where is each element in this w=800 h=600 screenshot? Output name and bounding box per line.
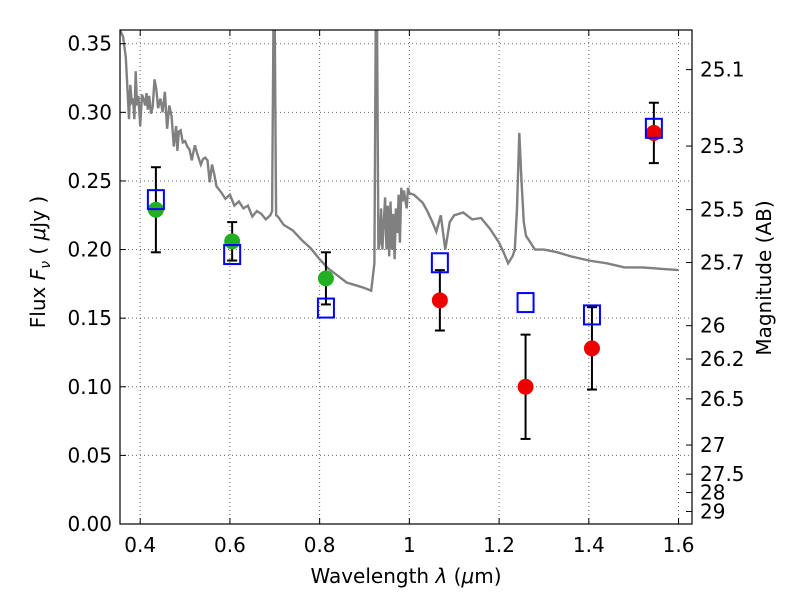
spectrum-line [120, 30, 679, 293]
x-tick-label: 0.6 [214, 533, 246, 557]
green-point [317, 270, 334, 287]
x-tick-label: 0.4 [124, 533, 156, 557]
y2-axis-label: Magnitude (AB) [752, 200, 776, 355]
plot-area [120, 30, 679, 440]
x-tick-label: 1 [403, 533, 416, 557]
y2-tick-label: 28 [700, 481, 725, 505]
y2-tick-label: 27.5 [700, 462, 745, 486]
x-tick-label: 0.8 [304, 533, 336, 557]
y2-tick-label: 29 [700, 499, 725, 523]
y-axis-label: Flux Fν ( μJy ) [26, 196, 54, 328]
y-tick-label: 0.00 [67, 512, 112, 536]
x-tick-label: 1.6 [663, 533, 695, 557]
y2-tick-label: 26.5 [700, 387, 745, 411]
x-axis-label: Wavelength λ (μm) [310, 564, 501, 588]
y2-tick-label: 25.7 [700, 251, 745, 275]
x-tick-label: 1.2 [483, 533, 515, 557]
y-tick-label: 0.05 [67, 443, 112, 467]
model-square [644, 117, 663, 139]
model-square [223, 244, 242, 266]
y2-tick-label: 25.3 [700, 134, 745, 158]
y-tick-label: 0.10 [67, 375, 112, 399]
y2-tick-label: 25.5 [700, 198, 745, 222]
y2-tick-label: 26.2 [700, 347, 745, 371]
red-point [583, 340, 600, 357]
y2-tick-label: 26 [700, 314, 725, 338]
model-square [146, 189, 165, 211]
model-square [430, 252, 449, 274]
grid [120, 30, 692, 525]
ticks: 0.4 0.6 0.8 1 1.2 1.4 1.6 0.00 0.05 0.10 0.15 0.20 0… [67, 30, 745, 557]
y-tick-label: 0.30 [67, 100, 112, 124]
axes-frame [119, 29, 693, 525]
model-square [316, 297, 335, 319]
red-point [517, 378, 534, 395]
red-point [431, 292, 448, 309]
y-tick-label: 0.25 [67, 169, 112, 193]
y2-tick-label: 25.1 [700, 58, 745, 82]
y-tick-label: 0.35 [67, 32, 112, 56]
y-tick-label: 0.15 [67, 306, 112, 330]
x-tick-label: 1.4 [573, 533, 605, 557]
y-tick-label: 0.20 [67, 238, 112, 262]
model-square [582, 304, 601, 326]
model-square [516, 292, 535, 314]
y2-tick-label: 27 [700, 433, 725, 457]
green-point [224, 233, 241, 250]
